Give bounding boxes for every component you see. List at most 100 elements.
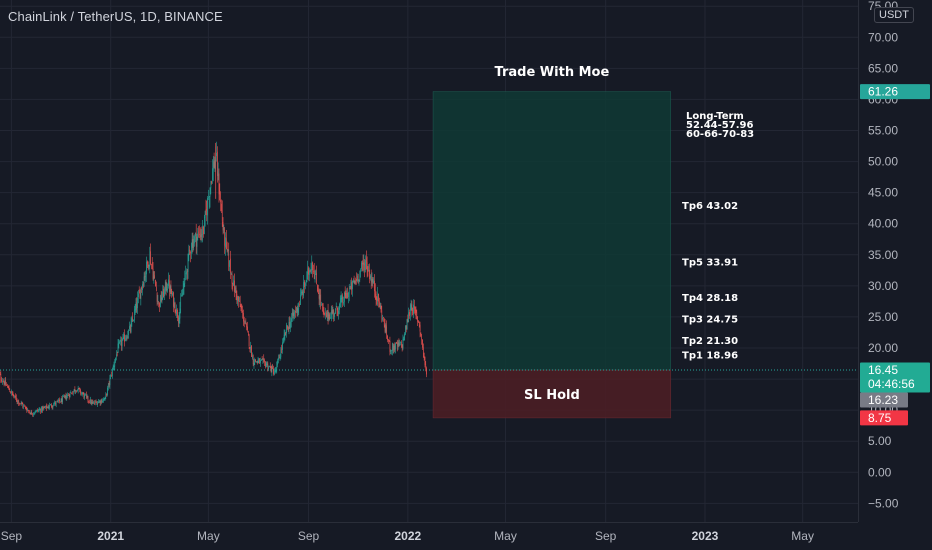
candle: [142, 281, 143, 296]
candle: [335, 307, 336, 314]
candle: [348, 291, 349, 304]
candle: [287, 326, 289, 332]
annotation-target[interactable]: Tp6 43.02: [682, 201, 738, 212]
candle: [28, 409, 29, 414]
y-tick-label: 0.00: [868, 465, 892, 479]
candle: [306, 271, 308, 283]
annotation-heading[interactable]: Trade With Moe: [495, 65, 610, 80]
candle: [384, 318, 386, 334]
candle: [421, 333, 422, 345]
candle: [273, 365, 274, 376]
candle: [41, 405, 42, 414]
candle: [194, 234, 195, 247]
price-badge-current-text: 16.45: [868, 363, 898, 377]
currency-button[interactable]: USDT: [874, 7, 914, 23]
candle: [107, 385, 108, 397]
candle: [5, 376, 7, 387]
candle: [208, 189, 209, 201]
price-badge-gray[interactable]: 16.23: [860, 392, 908, 408]
candle: [219, 183, 221, 201]
candle: [102, 398, 103, 404]
annotation-long-term[interactable]: Long-Term: [686, 111, 744, 122]
candle: [64, 395, 66, 399]
candle: [204, 210, 206, 227]
candle: [317, 284, 318, 293]
candle: [94, 400, 96, 406]
annotation-target[interactable]: Tp2 21.30: [682, 336, 738, 347]
symbol-title[interactable]: ChainLink / TetherUS, 1D, BINANCE: [8, 9, 223, 24]
candle: [363, 254, 365, 273]
candle: [418, 321, 420, 328]
candle: [268, 365, 269, 371]
candle: [59, 397, 60, 404]
candle: [423, 343, 424, 358]
candle: [42, 405, 43, 413]
candle: [235, 285, 237, 300]
y-tick-label: −5.00: [868, 496, 899, 510]
candle: [260, 357, 261, 367]
annotation-target[interactable]: Tp5 33.91: [682, 258, 738, 269]
candle: [378, 293, 379, 308]
candle: [414, 306, 416, 316]
candle: [178, 312, 180, 328]
target-zone[interactable]: [432, 91, 672, 371]
time-axis-bg[interactable]: [0, 522, 932, 550]
candle: [200, 229, 202, 243]
candle: [183, 277, 185, 295]
candle: [370, 274, 371, 281]
candle: [315, 269, 317, 275]
annotation-stop[interactable]: SL Hold: [524, 388, 580, 403]
candle: [368, 264, 370, 272]
candle: [282, 337, 284, 344]
candle: [304, 282, 306, 290]
candle: [357, 273, 358, 283]
candle: [106, 393, 107, 397]
candle: [216, 141, 217, 162]
candle: [244, 320, 246, 324]
annotation-target[interactable]: Tp1 18.96: [682, 350, 738, 361]
candle: [349, 285, 351, 290]
candle: [360, 268, 361, 278]
candle: [274, 368, 275, 376]
candle: [57, 399, 59, 403]
candle: [409, 303, 411, 321]
candle: [15, 394, 17, 402]
candle: [65, 392, 67, 401]
candle: [386, 320, 387, 339]
candle: [303, 275, 304, 299]
y-tick-label: 45.00: [868, 186, 898, 200]
candle: [350, 279, 352, 290]
candle: [379, 302, 381, 310]
stop-zone[interactable]: [432, 369, 672, 419]
candle: [210, 180, 212, 195]
price-badge-stop[interactable]: 8.75: [860, 410, 908, 426]
y-tick-label: 20.00: [868, 341, 898, 355]
candle: [81, 391, 83, 397]
candle: [264, 358, 265, 366]
candle: [198, 226, 199, 238]
candle: [217, 162, 219, 181]
y-tick-label: 55.00: [868, 124, 898, 138]
candle: [371, 272, 373, 286]
price-badge-target[interactable]: 61.26: [860, 84, 930, 100]
candle: [394, 342, 396, 352]
annotation-long-term[interactable]: 52.44-57.96: [686, 120, 753, 131]
candle: [7, 385, 9, 389]
candle: [251, 344, 252, 357]
candle: [230, 272, 232, 275]
candle: [2, 377, 3, 385]
candle: [59, 401, 61, 403]
candle: [234, 285, 236, 293]
candle: [361, 260, 363, 272]
candle: [238, 295, 239, 308]
candle: [107, 383, 109, 391]
annotation-target[interactable]: Tp3 24.75: [682, 314, 738, 325]
candle: [110, 374, 112, 380]
candle: [274, 367, 276, 374]
candle: [138, 289, 139, 304]
candle: [67, 392, 68, 399]
annotation-long-term[interactable]: 60-66-70-83: [686, 129, 754, 140]
annotation-target[interactable]: Tp4 28.18: [682, 293, 738, 304]
